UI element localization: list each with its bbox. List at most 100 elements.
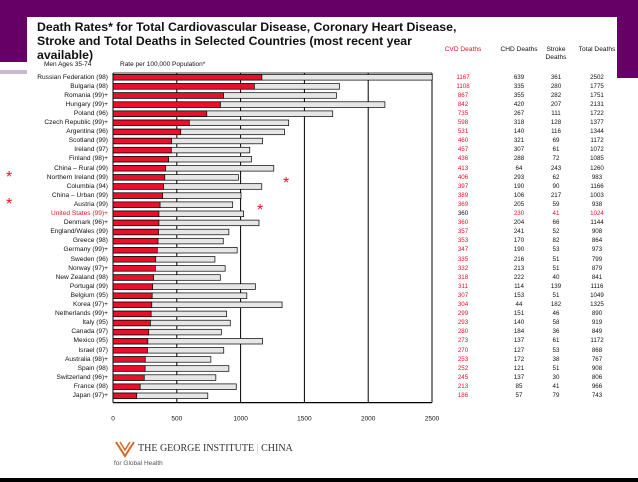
- x-tick-label: 0: [111, 416, 115, 423]
- table-cell: 182: [550, 301, 562, 308]
- table-header: CVD Deaths: [444, 46, 482, 53]
- table-cell: 140: [513, 319, 525, 327]
- asterisk-marker: *: [283, 174, 290, 192]
- table-cell: 361: [550, 73, 562, 81]
- table-cell: 890: [591, 310, 603, 318]
- table-cell: 1166: [590, 182, 604, 190]
- table-cell: 213: [513, 264, 525, 272]
- category-label: Bulgaria (98): [70, 82, 108, 90]
- table-cell: 849: [591, 328, 603, 336]
- cvd-deaths-bar: [112, 137, 173, 145]
- table-cell: 217: [550, 191, 562, 199]
- table-cell: 207: [550, 100, 562, 108]
- category-label: Italy (95): [82, 319, 108, 327]
- table-cell: 69: [552, 137, 560, 145]
- table-cell: 304: [457, 301, 469, 308]
- table-cell: 62: [552, 173, 560, 181]
- table-cell: 190: [513, 182, 525, 190]
- table-cell: 307: [457, 291, 469, 299]
- table-cell: 253: [457, 355, 469, 363]
- table-cell: 106: [513, 191, 525, 199]
- table-cell: 938: [591, 200, 603, 208]
- table-cell: 531: [457, 128, 469, 136]
- table-cell: 64: [515, 164, 523, 172]
- table-cell: 1325: [590, 301, 604, 308]
- table-cell: 204: [513, 219, 525, 227]
- table-cell: 460: [457, 137, 469, 145]
- table-cell: 369: [457, 200, 469, 208]
- table-cell: 311: [458, 282, 468, 290]
- asterisk-marker: *: [6, 195, 13, 213]
- table-cell: 128: [550, 119, 562, 126]
- table-cell: 282: [550, 91, 562, 99]
- category-label: Korea (97)+: [72, 301, 108, 308]
- table-cell: 61: [552, 146, 560, 154]
- table-cell: 1085: [590, 155, 604, 163]
- table-cell: 2502: [590, 73, 604, 81]
- table-cell: 59: [552, 200, 560, 208]
- table-cell: 116: [551, 128, 561, 136]
- table-cell: 213: [457, 382, 469, 390]
- table-cell: 767: [591, 355, 603, 363]
- table-cell: 127: [513, 346, 525, 354]
- table-cell: 44: [515, 301, 523, 308]
- slide-accent-line: [0, 70, 27, 74]
- table-cell: 241: [513, 228, 525, 236]
- cvd-deaths-bar: [112, 119, 190, 126]
- table-cell: 353: [457, 237, 469, 245]
- table-cell: 357: [457, 228, 469, 236]
- table-cell: 51: [552, 255, 560, 263]
- george-institute-logo: THE GEORGE INSTITUTE | CHINA for Global …: [114, 440, 293, 467]
- cvd-deaths-bar: [112, 265, 156, 272]
- table-cell: 190: [513, 246, 525, 254]
- x-tick-label: 2000: [361, 416, 376, 423]
- cvd-deaths-bar: [112, 192, 163, 199]
- chart-title: Death Rates* for Total Cardiovascular Di…: [37, 20, 457, 62]
- table-header: Total Deaths: [578, 46, 616, 53]
- category-label: Ireland (97): [74, 146, 108, 154]
- category-label: Portugal (99): [69, 282, 108, 290]
- table-cell: 389: [457, 191, 469, 199]
- table-cell: 1722: [590, 109, 604, 117]
- table-cell: 332: [457, 264, 469, 272]
- table-cell: 52: [552, 228, 560, 236]
- x-tick-label: 1500: [297, 416, 312, 423]
- table-cell: 46: [552, 310, 560, 318]
- table-cell: 82: [552, 237, 560, 245]
- table-cell: 335: [457, 255, 469, 263]
- table-cell: 321: [513, 137, 525, 145]
- table-cell: 1108: [456, 82, 470, 90]
- table-cell: 457: [457, 146, 469, 154]
- category-label: Canada (97): [71, 328, 108, 336]
- table-cell: 318: [457, 273, 469, 281]
- table-cell: 111: [551, 109, 561, 117]
- category-label: Israel (97): [78, 346, 108, 354]
- cvd-deaths-bar: [112, 319, 151, 327]
- category-label: France (98): [73, 382, 108, 390]
- cvd-deaths-bar: [112, 110, 208, 117]
- table-cell: 243: [550, 164, 562, 172]
- category-label: Finland (98)+: [68, 155, 108, 163]
- table-cell: 53: [552, 246, 560, 254]
- table-cell: 318: [513, 119, 525, 126]
- cvd-deaths-bar: [112, 310, 152, 318]
- cvd-deaths-bar: [112, 165, 167, 172]
- category-label: United States (99)+: [51, 210, 108, 217]
- table-cell: 90: [552, 182, 560, 190]
- cvd-deaths-bar: [112, 219, 160, 227]
- logo-region: CHINA: [261, 443, 293, 454]
- table-cell: 841: [591, 273, 603, 281]
- table-cell: 66: [552, 219, 560, 227]
- table-cell: 397: [457, 182, 469, 190]
- table-cell: 299: [457, 310, 469, 318]
- table-cell: 420: [513, 100, 525, 108]
- cvd-deaths-bar: [112, 392, 138, 399]
- table-cell: 139: [550, 282, 562, 290]
- table-cell: 170: [513, 237, 525, 245]
- asterisk-marker: *: [6, 168, 13, 186]
- table-cell: 868: [591, 346, 603, 354]
- cvd-deaths-bar: [112, 228, 159, 236]
- table-cell: 1260: [590, 164, 604, 172]
- asterisk-marker: *: [257, 201, 264, 219]
- table-cell: 216: [513, 255, 525, 263]
